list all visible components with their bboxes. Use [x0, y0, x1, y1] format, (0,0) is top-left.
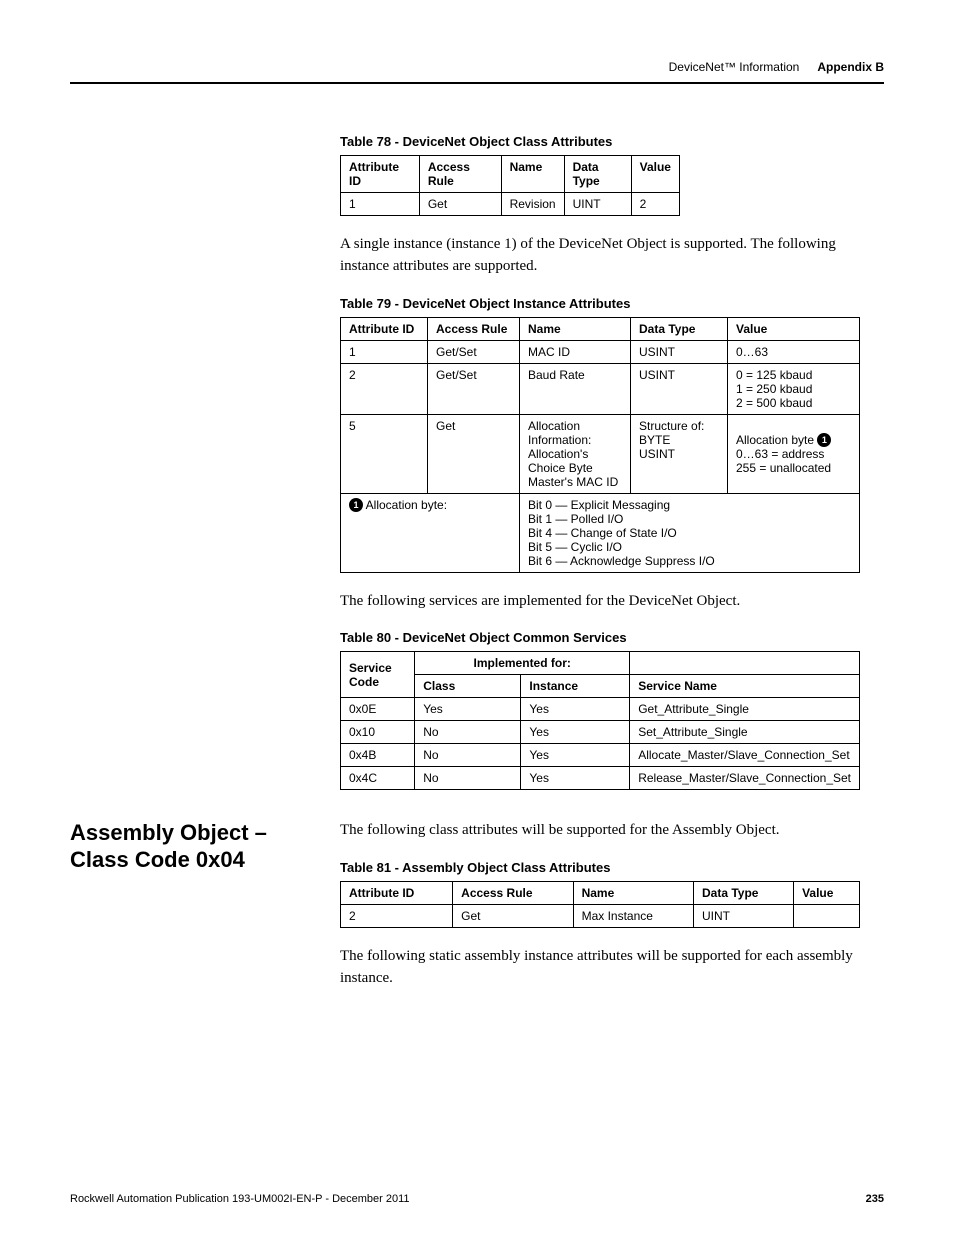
t81-r0c1: Get — [453, 905, 573, 928]
header: DeviceNet™ Information Appendix B — [70, 60, 884, 84]
t79-r0c4: 0…63 — [728, 340, 860, 363]
t78-h2: Name — [501, 156, 564, 193]
t78-h3: Data Type — [564, 156, 631, 193]
t78-h0: Attribute ID — [341, 156, 420, 193]
table79: Attribute ID Access Rule Name Data Type … — [340, 317, 860, 573]
footer-pub: Rockwell Automation Publication 193-UM00… — [70, 1193, 410, 1205]
t81-h2: Name — [573, 882, 693, 905]
t80-r1c0: 0x10 — [341, 721, 415, 744]
t79-r1c1: Get/Set — [428, 363, 520, 414]
upper-content: Table 78 - DeviceNet Object Class Attrib… — [340, 134, 884, 573]
t80-hD: Instance — [521, 675, 630, 698]
t79-r1c0: 2 — [341, 363, 428, 414]
section-heading: Assembly Object – Class Code 0x04 — [70, 820, 340, 1007]
t79-r2c1: Get — [428, 414, 520, 493]
t78-h4: Value — [631, 156, 679, 193]
table80-title2: Table 80 - DeviceNet Object Common Servi… — [340, 630, 884, 645]
header-doc-title: DeviceNet™ Information — [669, 60, 800, 74]
t79-r1c3: USINT — [631, 363, 728, 414]
para2-proper: The following services are implemented f… — [340, 591, 884, 613]
t80-r3c1: No — [415, 767, 521, 790]
t80-hA: Service Code — [341, 652, 415, 698]
t81-r0c2: Max Instance — [573, 905, 693, 928]
footer-page: 235 — [866, 1193, 884, 1205]
t79-r0c2: MAC ID — [520, 340, 631, 363]
t80-hC: Class — [415, 675, 521, 698]
t80-r3c0: 0x4C — [341, 767, 415, 790]
assembly-section: Assembly Object – Class Code 0x04 The fo… — [70, 820, 884, 1007]
t80-r0c0: 0x0E — [341, 698, 415, 721]
t79-footnote-label: 1 Allocation byte: — [341, 493, 520, 572]
t79-h3: Data Type — [631, 317, 728, 340]
section-para1: The following class attributes will be s… — [340, 820, 884, 842]
t79-r1c4: 0 = 125 kbaud 1 = 250 kbaud 2 = 500 kbau… — [728, 363, 860, 414]
t79-r0c0: 1 — [341, 340, 428, 363]
t79-r2c0: 5 — [341, 414, 428, 493]
t80-r2c1: No — [415, 744, 521, 767]
t78-r0c0: 1 — [341, 193, 420, 216]
t81-h4: Value — [794, 882, 860, 905]
t81-r0c0: 2 — [341, 905, 453, 928]
footer: Rockwell Automation Publication 193-UM00… — [70, 1193, 884, 1205]
t80-r1c2: Yes — [521, 721, 630, 744]
table78-title: Table 78 - DeviceNet Object Class Attrib… — [340, 134, 884, 149]
t78-r0c3: UINT — [564, 193, 631, 216]
t78-h1: Access Rule — [419, 156, 501, 193]
table81-title: Table 81 - Assembly Object Class Attribu… — [340, 860, 884, 875]
t79-r2c2: Allocation Information: Allocation's Cho… — [520, 414, 631, 493]
t79-footnote-text: Bit 0 — Explicit Messaging Bit 1 — Polle… — [520, 493, 860, 572]
table80-proper-wrap: The following services are implemented f… — [340, 591, 884, 791]
t79-r0c3: USINT — [631, 340, 728, 363]
t81-h3: Data Type — [693, 882, 793, 905]
table80-proper: Service Code Implemented for: Class Inst… — [340, 651, 860, 790]
table78: Attribute ID Access Rule Name Data Type … — [340, 155, 680, 216]
t80-r1c1: No — [415, 721, 521, 744]
t80-hB: Implemented for: — [415, 652, 630, 675]
t79-r0c1: Get/Set — [428, 340, 520, 363]
table79-title: Table 79 - DeviceNet Object Instance Att… — [340, 296, 884, 311]
t78-r0c2: Revision — [501, 193, 564, 216]
t79-r2c3: Structure of: BYTE USINT — [631, 414, 728, 493]
page: DeviceNet™ Information Appendix B Table … — [0, 0, 954, 1235]
t79-r2c4: Allocation byte 10…63 = address255 = una… — [728, 414, 860, 493]
t81-r0c3: UINT — [693, 905, 793, 928]
t80-gap — [630, 652, 860, 675]
t81-h1: Access Rule — [453, 882, 573, 905]
t80-r2c3: Allocate_Master/Slave_Connection_Set — [630, 744, 860, 767]
para1: A single instance (instance 1) of the De… — [340, 234, 884, 278]
t80-r3c2: Yes — [521, 767, 630, 790]
t79-footnote-label-text: Allocation byte: — [366, 498, 447, 512]
t79-r1c2: Baud Rate — [520, 363, 631, 414]
t80-r3c3: Release_Master/Slave_Connection_Set — [630, 767, 860, 790]
t80-r0c3: Get_Attribute_Single — [630, 698, 860, 721]
t80-r0c2: Yes — [521, 698, 630, 721]
t79-h4: Value — [728, 317, 860, 340]
table81: Attribute ID Access Rule Name Data Type … — [340, 881, 860, 928]
t80-r2c0: 0x4B — [341, 744, 415, 767]
t80-r0c1: Yes — [415, 698, 521, 721]
t80-r2c2: Yes — [521, 744, 630, 767]
t80-r1c3: Set_Attribute_Single — [630, 721, 860, 744]
t79-h1: Access Rule — [428, 317, 520, 340]
section-para2: The following static assembly instance a… — [340, 946, 884, 990]
t81-r0c4 — [794, 905, 860, 928]
header-appendix: Appendix B — [817, 60, 884, 74]
t78-r0c4: 2 — [631, 193, 679, 216]
t79-h0: Attribute ID — [341, 317, 428, 340]
t78-r0c1: Get — [419, 193, 501, 216]
t81-h0: Attribute ID — [341, 882, 453, 905]
t79-h2: Name — [520, 317, 631, 340]
t80-hE: Service Name — [630, 675, 860, 698]
